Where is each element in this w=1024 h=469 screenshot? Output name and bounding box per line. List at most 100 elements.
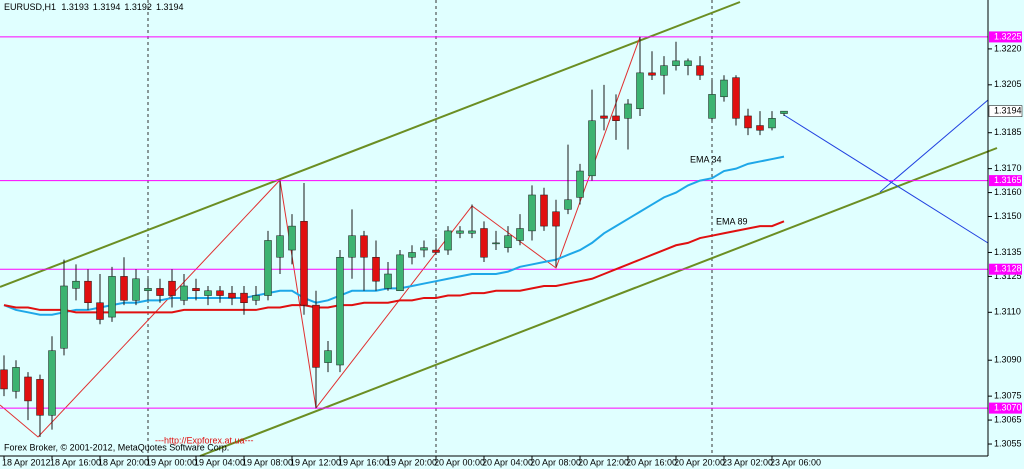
candle-body [336, 256, 344, 366]
x-tick-label: 19 Apr 08:00 [242, 457, 293, 467]
header-high: 1.3194 [93, 2, 121, 12]
y-tick-label: 1.3170 [994, 163, 1022, 173]
candle-body [408, 252, 416, 258]
candle-body [492, 242, 500, 245]
candle-body [48, 350, 56, 416]
candle-body [420, 247, 428, 251]
y-tick-label: 1.3065 [994, 414, 1022, 424]
candle-body [396, 254, 404, 292]
y-tick-label: 1.3150 [994, 211, 1022, 221]
candle-body [684, 60, 692, 66]
candle-body [528, 194, 536, 232]
y-tick-label: 1.3110 [994, 307, 1021, 317]
candle-body [0, 369, 8, 390]
y-tick-label: 1.3125 [994, 271, 1022, 281]
candle-body [588, 120, 596, 177]
x-tick-label: 20 Apr 04:00 [482, 457, 533, 467]
y-tick-label: 1.3055 [994, 438, 1022, 448]
x-tick-label: 20 Apr 12:00 [578, 457, 629, 467]
projection-line [783, 114, 989, 244]
candle-body [72, 280, 80, 289]
candle-body [768, 118, 776, 129]
site-link: ---http://Expforex.at.ua--- [155, 435, 254, 445]
candle-body [384, 273, 392, 289]
level-tag [989, 402, 1022, 414]
x-tick-label: 18 Apr 20:00 [98, 457, 149, 467]
candle-body [612, 115, 620, 121]
candle-body [168, 280, 176, 296]
legend-label: EMA 34 [690, 154, 722, 164]
level-tag [989, 263, 1022, 275]
candle-body [12, 367, 20, 392]
candle-body [480, 228, 488, 258]
x-tick-label: 19 Apr 16:00 [338, 457, 389, 467]
ema-line [3, 220, 785, 314]
level-tag [989, 175, 1022, 187]
x-tick-label: 20 Apr 16:00 [626, 457, 677, 467]
candle-body [744, 115, 752, 129]
x-tick-label: 20 Apr 00:00 [434, 457, 485, 467]
x-tick-label: 18 Apr 16:00 [50, 457, 101, 467]
candle-body [288, 225, 296, 251]
candle-body [732, 77, 740, 119]
candle-body [216, 290, 224, 296]
candle-body [672, 60, 680, 66]
candle-body [516, 228, 524, 241]
x-tick-label: 23 Apr 06:00 [770, 457, 821, 467]
candle-body [696, 65, 704, 76]
candle-body [456, 230, 464, 234]
candle-body [276, 235, 284, 258]
candle-body [756, 125, 764, 131]
indicator-lines [3, 155, 785, 316]
candle-body [192, 288, 200, 292]
candle-body [96, 302, 104, 320]
y-tick-label: 1.3160 [994, 187, 1022, 197]
candle-body [324, 350, 332, 363]
candle-body [132, 278, 140, 301]
header-open: 1.3193 [61, 2, 89, 12]
candle-body [552, 211, 560, 227]
level-label: 1.3165 [994, 175, 1022, 185]
y-tick-label: 1.3135 [994, 247, 1022, 257]
x-tick-label: 18 Apr 2012 [2, 457, 51, 467]
candle-body [120, 276, 128, 301]
y-tick-label: 1.3205 [994, 79, 1022, 89]
candle-body [252, 295, 260, 301]
candle-body [576, 170, 584, 198]
candle-body [240, 292, 248, 303]
candle-body [648, 72, 656, 76]
candle-body [636, 72, 644, 110]
header-close: 1.3194 [156, 2, 184, 12]
ema-line [3, 155, 785, 316]
candle-body [24, 376, 32, 402]
candle-body [720, 79, 728, 98]
candle-body [444, 230, 452, 251]
candle-body [360, 235, 368, 258]
candle-body [624, 103, 632, 119]
x-tick-label: 20 Apr 08:00 [530, 457, 581, 467]
channel-line [199, 147, 998, 457]
candle-body [300, 221, 308, 306]
candle-body [84, 280, 92, 303]
candle-body [60, 285, 68, 349]
y-tick-label: 1.3090 [994, 355, 1022, 365]
level-tag [989, 31, 1022, 43]
header: EURUSD,H1 1.3193 1.3194 1.3192 1.3194 [4, 2, 183, 12]
y-tick-label: 1.3220 [994, 43, 1022, 53]
level-label: 1.3070 [994, 402, 1022, 412]
candle-body [660, 65, 668, 76]
candle-body [540, 194, 548, 227]
candle-body [204, 290, 212, 296]
price-tag [988, 105, 1023, 117]
candle-body [600, 115, 608, 119]
candle-body [156, 288, 164, 296]
levels [0, 36, 988, 409]
candle-body [228, 292, 236, 299]
level-label: 1.3128 [994, 264, 1022, 274]
x-tick-label: 23 Apr 02:00 [722, 457, 773, 467]
symbol: EURUSD,H1 [4, 2, 56, 12]
x-tick-label: 19 Apr 00:00 [146, 457, 197, 467]
x-tick-label: 20 Apr 20:00 [674, 457, 725, 467]
candle-body [180, 285, 188, 301]
